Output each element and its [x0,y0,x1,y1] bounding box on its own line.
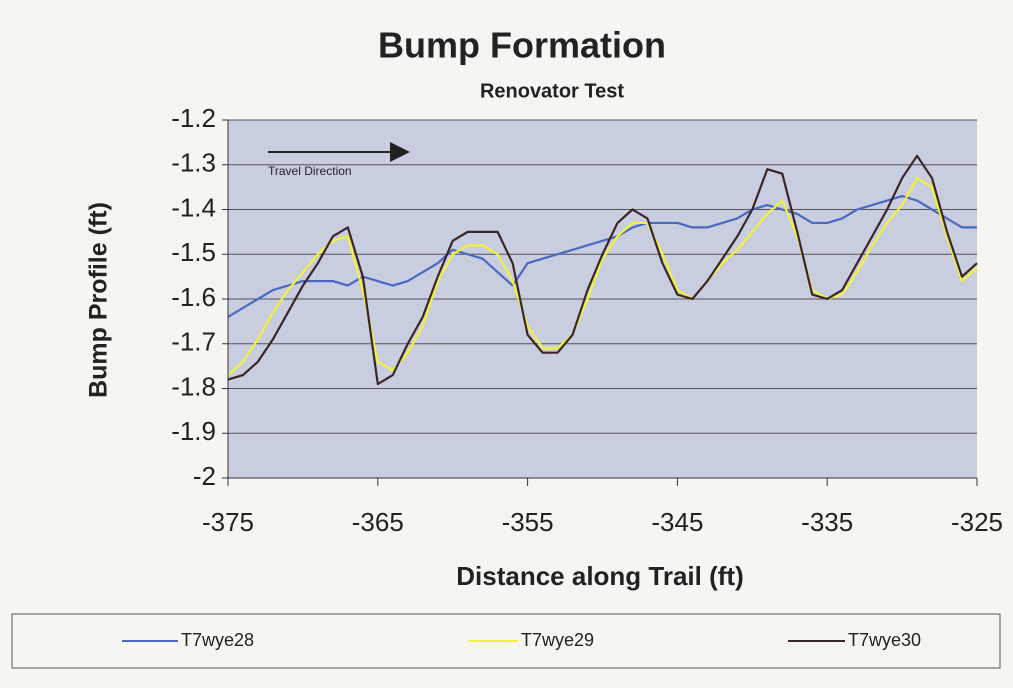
chart-subtitle: Renovator Test [480,80,624,102]
travel-arrowhead [390,142,410,162]
grid [228,119,977,479]
x-tick-label: -335 [801,507,853,537]
chart-title: Bump Formation [378,25,666,66]
y-tick-label: -1.9 [171,416,216,446]
series-line [227,177,978,376]
y-axis-label: Bump Profile (ft) [85,202,113,398]
y-tick-label: -1.5 [171,237,216,267]
y-tick-label: -1.7 [171,327,216,357]
x-tick-label: -365 [352,507,404,537]
annotation: Travel Direction [268,164,352,178]
y-tick-label: -1.3 [171,148,216,178]
x-tick-label: -355 [502,507,554,537]
legend-label: T7wye29 [521,630,594,650]
legend-label: T7wye30 [848,630,921,650]
x-tick-label: -345 [651,507,703,537]
y-tick-label: -1.4 [171,192,216,222]
x-tick-label: -325 [951,507,1003,537]
lines [227,154,978,386]
y-tick-label: -2 [193,461,216,491]
legend-box [11,613,1001,669]
y-tick-label: -1.6 [171,282,216,312]
x-tick-label: -375 [202,507,254,537]
legend: T7wye28 T7wye29 T7wye30 [122,630,921,650]
x-axis-label: Distance along Trail (ft) [456,561,744,591]
series-line [227,154,978,386]
axes: -1.2 -1.3 -1.4 -1.5 -1.6 -1.7 -1.8 -1.9 -2 -375 -3… [171,103,1003,537]
y-tick-label: -1.8 [171,371,216,401]
y-tick-label: -1.2 [171,103,216,133]
series-line [227,194,977,318]
legend-label: T7wye28 [181,630,254,650]
